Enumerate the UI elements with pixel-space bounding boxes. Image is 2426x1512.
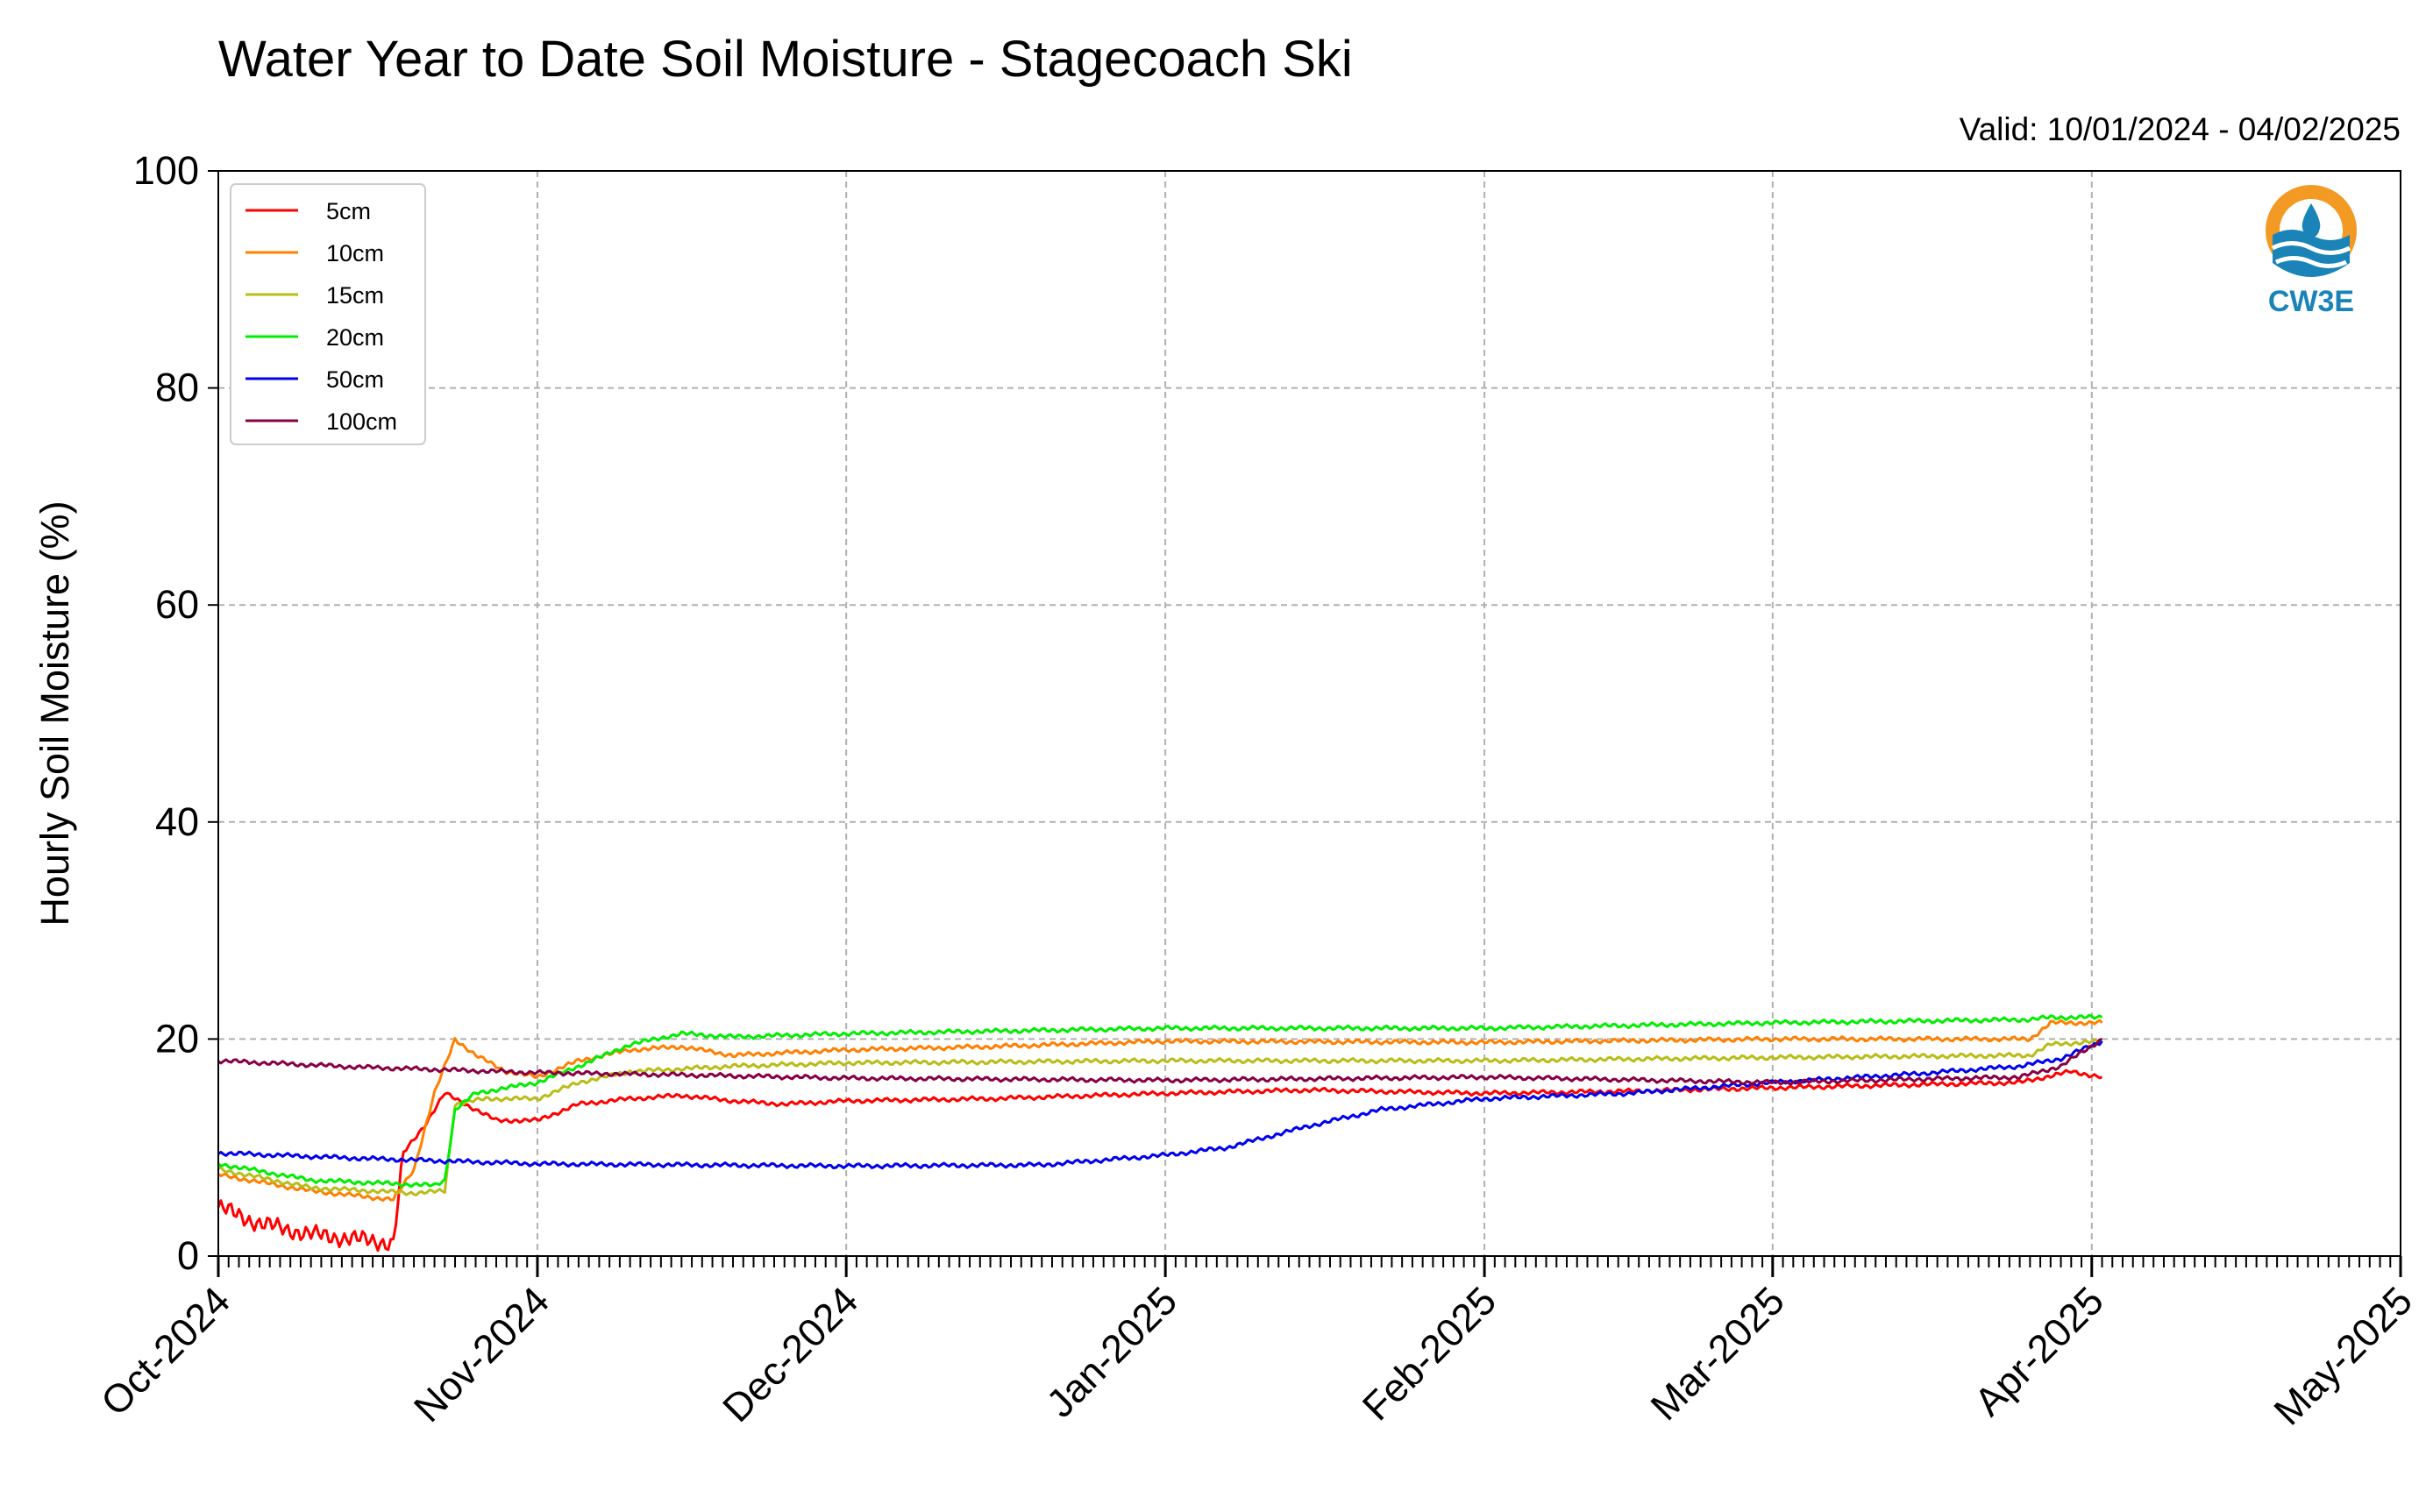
y-tick-label: 0	[177, 1233, 199, 1278]
chart-title: Water Year to Date Soil Moisture - Stage…	[218, 31, 1353, 88]
legend-label-10cm: 10cm	[326, 240, 384, 266]
y-tick-label: 40	[155, 799, 199, 844]
legend: 5cm 10cm 15cm 20cm 50cm 100cm	[230, 183, 426, 445]
y-axis-label: Hourly Soil Moisture (%)	[32, 500, 77, 926]
water-drop-icon	[2301, 203, 2321, 238]
y-tick-labels: 0 20 40 60 80 100	[133, 148, 199, 1278]
data-series	[217, 1013, 2103, 1253]
series-line-10cm	[217, 1019, 2103, 1202]
logo-text: CW3E	[2268, 285, 2354, 318]
legend-label-50cm: 50cm	[326, 366, 384, 393]
legend-label-5cm: 5cm	[326, 198, 371, 224]
axis-ticks	[208, 170, 2402, 1277]
y-tick-label: 100	[133, 148, 199, 193]
series-line-15cm	[217, 1038, 2103, 1196]
series-line-5cm	[217, 1068, 2103, 1253]
y-tick-label: 60	[155, 582, 199, 627]
y-tick-label: 80	[155, 366, 199, 410]
legend-label-20cm: 20cm	[326, 324, 384, 351]
legend-label-100cm: 100cm	[326, 408, 397, 435]
y-tick-label: 20	[155, 1016, 199, 1061]
series-line-100cm	[217, 1037, 2102, 1086]
legend-label-15cm: 15cm	[326, 282, 384, 309]
valid-date-range: Valid: 10/01/2024 - 04/02/2025	[1960, 111, 2401, 147]
grid-lines	[218, 171, 2401, 1256]
series-line-20cm	[217, 1013, 2103, 1189]
cw3e-logo: CW3E	[2266, 185, 2357, 318]
